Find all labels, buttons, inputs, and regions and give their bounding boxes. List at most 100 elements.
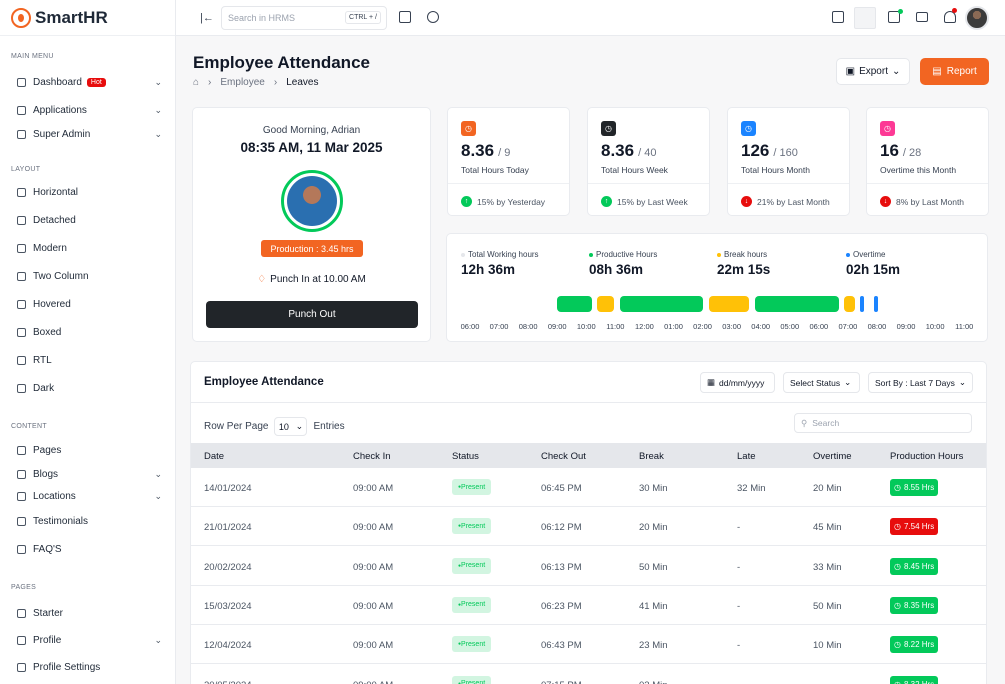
- sidebar-item-dashboard[interactable]: Dashboard Hot ⌄: [17, 74, 162, 90]
- user-avatar[interactable]: [965, 6, 989, 30]
- timeline-segment: [709, 296, 749, 312]
- breadcrumb-separator: ›: [273, 77, 278, 88]
- cell-check-in: 09:00 AM: [353, 640, 394, 652]
- sidebar-item-faq-s[interactable]: FAQ'S: [17, 541, 162, 557]
- file-icon: ▣: [845, 66, 856, 77]
- sidebar-item-detached[interactable]: Detached: [17, 212, 162, 228]
- sidebar-item-two-column[interactable]: Two Column: [17, 268, 162, 284]
- timeline-tick: 11:00: [606, 322, 625, 331]
- mail-icon[interactable]: [916, 12, 928, 22]
- breadcrumb-item[interactable]: Employee: [220, 77, 265, 88]
- sidebar-item-boxed[interactable]: Boxed: [17, 324, 162, 340]
- status-dot: ●: [458, 484, 462, 490]
- table-row[interactable]: 12/04/2024 09:00 AM ● Present 06:43 PM 23 Mi…: [191, 625, 986, 665]
- cell-late: -: [737, 600, 741, 612]
- sidebar-item-hovered[interactable]: Hovered: [17, 296, 162, 312]
- chevron-down-icon: ⌄: [154, 634, 162, 645]
- brand-logo[interactable]: SmartHR: [0, 0, 175, 36]
- stat-card: ◷ 8.36/ 40 Total Hours Week ↑ 15% by Last We…: [587, 107, 710, 216]
- column-header: Status: [452, 451, 479, 462]
- chevron-down-icon: ⌄: [154, 104, 162, 115]
- sidebar-item-testimonials[interactable]: Testimonials: [17, 513, 162, 529]
- bell-icon[interactable]: [944, 11, 956, 23]
- notification-dot: [952, 8, 957, 13]
- timeline-tick: 09:00: [896, 322, 916, 331]
- sidebar-item-blogs[interactable]: Blogs ⌄: [17, 466, 162, 482]
- fullscreen-icon[interactable]: [832, 11, 844, 23]
- sidebar-item-label: Super Admin: [33, 128, 91, 140]
- chevron-down-icon: ⌄: [154, 76, 162, 87]
- hours-value: 12h 36m: [461, 262, 516, 277]
- table-row[interactable]: 20/02/2024 09:00 AM ● Present 06:13 PM 50 Mi…: [191, 547, 986, 586]
- table-search-input[interactable]: ⚲ Search: [794, 413, 972, 433]
- sidebar-item-applications[interactable]: Applications ⌄: [17, 102, 162, 118]
- arrow-down-icon: ↓: [741, 196, 752, 207]
- cell-break: 50 Min: [639, 561, 668, 573]
- global-search-input[interactable]: Search in HRMS CTRL + /: [221, 6, 387, 30]
- collapse-sidebar-icon[interactable]: |←: [200, 12, 214, 24]
- hours-label: Overtime: [846, 250, 900, 259]
- table-row[interactable]: 14/01/2024 09:00 AM ● Present 06:45 PM 30 Mi…: [191, 468, 986, 507]
- settings-icon[interactable]: [427, 11, 439, 23]
- cell-overtime: 45 Min: [813, 522, 842, 534]
- sidebar-item-locations[interactable]: Locations ⌄: [17, 488, 162, 504]
- apps-grid-icon[interactable]: [399, 11, 411, 23]
- cell-check-out: 06:13 PM: [541, 561, 582, 573]
- breadcrumb: ⌂ › Employee › Leaves: [193, 77, 318, 88]
- table-row[interactable]: 20/05/2024 09:00 AM ● Present 07:15 PM 03 Mi…: [191, 665, 986, 684]
- stat-card: ◷ 126/ 160 Total Hours Month ↓ 21% by Last M…: [727, 107, 850, 216]
- stat-change: ↑ 15% by Last Week: [601, 196, 688, 207]
- cell-late: -: [737, 522, 741, 534]
- chevron-down-icon: ⌄: [891, 66, 901, 77]
- sidebar-item-super-admin[interactable]: Super Admin ⌄: [17, 126, 162, 142]
- clock-icon: ◷: [894, 561, 901, 571]
- layout-toggle-icon[interactable]: [854, 7, 876, 29]
- rows-per-page-select[interactable]: 10 ⌄: [274, 417, 308, 436]
- sidebar-item-modern[interactable]: Modern: [17, 240, 162, 256]
- breadcrumb-separator: ›: [208, 77, 212, 88]
- stat-change-label: 15% by Yesterday: [477, 196, 546, 207]
- production-hours: 8.45 Hrs: [903, 561, 935, 571]
- sidebar-item-pages[interactable]: Pages: [17, 442, 162, 458]
- sidebar-item-profile-settings[interactable]: Profile Settings: [17, 659, 162, 675]
- page-title: Employee Attendance: [193, 53, 370, 72]
- table-row[interactable]: 21/01/2024 09:00 AM ● Present 06:12 PM 20 Mi…: [191, 507, 986, 547]
- timeline-tick: 08:00: [867, 322, 887, 331]
- timeline-segment: [755, 296, 839, 312]
- moon-icon: [17, 383, 26, 393]
- chevron-down-icon: ⌄: [295, 421, 304, 431]
- stat-current: 126: [741, 141, 770, 160]
- sidebar-item-profile[interactable]: Profile ⌄: [17, 632, 162, 648]
- chat-icon[interactable]: [888, 11, 900, 23]
- layout-boxed-icon: [17, 327, 26, 337]
- cell-date: 15/03/2024: [204, 600, 252, 612]
- stat-total: / 40: [638, 147, 657, 159]
- status-text: Present: [461, 680, 486, 684]
- sidebar-item-starter[interactable]: Starter: [17, 605, 162, 621]
- status-dot: ●: [458, 523, 462, 530]
- sort-filter[interactable]: Sort By : Last 7 Days ⌄: [868, 372, 973, 393]
- export-label: Export: [859, 66, 888, 77]
- sidebar-item-label: Modern: [33, 242, 67, 254]
- hours-value: 22m 15s: [717, 262, 771, 277]
- stat-total: / 9: [498, 147, 511, 159]
- sidebar-item-rtl[interactable]: RTL: [17, 352, 162, 368]
- sidebar-item-dark[interactable]: Dark: [17, 380, 162, 396]
- date-filter[interactable]: ▦ dd/mm/yyyy: [700, 372, 775, 393]
- cell-date: 14/01/2024: [204, 483, 252, 494]
- table-row[interactable]: 15/03/2024 09:00 AM ● Present 06:23 PM 41 Mi…: [191, 586, 986, 625]
- punch-out-button[interactable]: Punch Out: [206, 301, 418, 328]
- cell-break: 41 Min: [639, 600, 668, 612]
- report-button[interactable]: ▤ Report: [920, 58, 989, 85]
- export-button[interactable]: ▣ Export ⌄: [836, 58, 910, 85]
- status-filter[interactable]: Select Status ⌄: [783, 372, 860, 393]
- home-icon[interactable]: ⌂: [193, 77, 200, 88]
- cell-check-in: 09:00 AM: [353, 522, 394, 534]
- greeting: Good Morning, Adrian: [262, 125, 361, 136]
- profile-icon: [17, 635, 26, 645]
- stat-change-label: 21% by Last Month: [757, 196, 830, 207]
- timeline-segment: [557, 296, 592, 312]
- menu-section-title: LAYOUT: [11, 166, 41, 173]
- column-header: Break: [639, 451, 664, 462]
- sidebar-item-horizontal[interactable]: Horizontal: [17, 184, 162, 200]
